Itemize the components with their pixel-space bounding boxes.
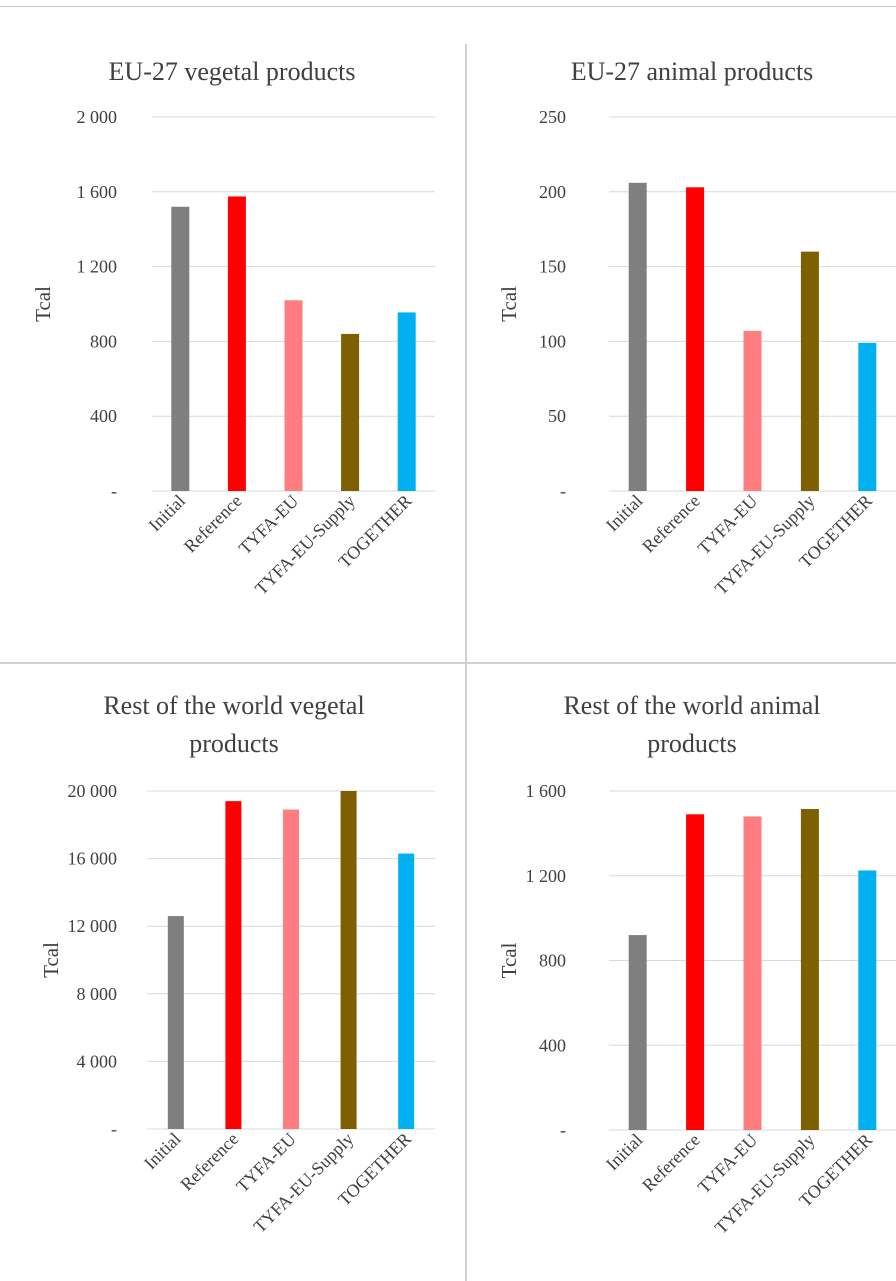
x-tick-label: Initial xyxy=(602,491,647,536)
chart-title: EU-27 animal products xyxy=(571,57,814,86)
bar-initial xyxy=(171,206,190,491)
y-tick-label: 200 xyxy=(539,182,566,202)
y-tick-label: 12 000 xyxy=(68,916,118,936)
bar-tyfa-eu-supply xyxy=(800,251,819,491)
chart-title: Rest of the world animal xyxy=(563,691,820,720)
top-rule xyxy=(0,6,896,7)
x-tick-label: Initial xyxy=(602,1130,647,1175)
y-tick-label: 400 xyxy=(539,1035,566,1055)
y-tick-label: 100 xyxy=(539,331,566,351)
bar-together xyxy=(397,312,416,491)
bar-reference xyxy=(225,801,242,1129)
bar-together xyxy=(858,342,877,491)
bar-initial xyxy=(628,935,647,1130)
x-tick-label: Reference xyxy=(638,1130,704,1196)
bar-initial xyxy=(167,916,184,1129)
x-tick-label: Initial xyxy=(145,491,190,536)
y-tick-label: 800 xyxy=(90,331,117,351)
x-tick-label: TYFA-EU-Supply xyxy=(249,1129,357,1237)
y-tick-label: 4 000 xyxy=(77,1051,118,1071)
chart-eu27-animal: EU-27 animal products - 50 100 150 200 250 Tcal… xyxy=(497,57,896,599)
y-tick-label: 8 000 xyxy=(77,984,118,1004)
bar-tyfa-eu xyxy=(743,330,762,491)
bar-tyfa-eu-supply xyxy=(340,791,357,1129)
bar-tyfa-eu xyxy=(743,816,762,1130)
bar-initial xyxy=(628,182,647,491)
bar-together xyxy=(858,870,877,1130)
y-tick-label: 20 000 xyxy=(68,781,118,801)
chart-title: products xyxy=(647,729,737,758)
y-tick-label: 16 000 xyxy=(68,849,118,869)
y-tick-label: 400 xyxy=(90,406,117,426)
bar-reference xyxy=(227,196,246,491)
chart-row-vegetal: Rest of the world vegetal products - 4 000 8… xyxy=(39,691,435,1237)
chart-title: products xyxy=(189,729,279,758)
bar-reference xyxy=(686,187,705,491)
y-tick-label: - xyxy=(111,481,117,501)
y-tick-label: - xyxy=(560,1120,566,1140)
chart-eu27-vegetal: EU-27 vegetal products - 400 800 1 200 1 600 2… xyxy=(31,57,435,599)
y-tick-label: - xyxy=(560,481,566,501)
y-tick-label: 250 xyxy=(539,107,566,127)
bar-tyfa-eu-supply xyxy=(341,333,360,491)
x-tick-label: TYFA-EU-Supply xyxy=(711,1130,819,1238)
y-axis-label: Tcal xyxy=(497,942,521,978)
y-axis-label: Tcal xyxy=(497,286,521,322)
y-tick-label: 1 200 xyxy=(526,866,567,886)
x-tick-label: Initial xyxy=(140,1129,185,1174)
chart-row-animal: Rest of the world animal products - 400 800 1… xyxy=(497,691,896,1238)
y-axis-label: Tcal xyxy=(31,286,55,322)
y-tick-label: 1 600 xyxy=(526,781,567,801)
x-tick-label: TYFA-EU-Supply xyxy=(251,491,359,599)
y-tick-label: - xyxy=(111,1119,117,1139)
bar-tyfa-eu xyxy=(284,300,303,491)
y-tick-label: 800 xyxy=(539,951,566,971)
y-tick-label: 2 000 xyxy=(77,107,118,127)
bar-together xyxy=(398,853,415,1129)
horizontal-divider xyxy=(0,662,896,664)
y-tick-label: 1 600 xyxy=(77,182,118,202)
chart-title: Rest of the world vegetal xyxy=(103,691,364,720)
x-tick-label: TYFA-EU-Supply xyxy=(711,491,819,599)
chart-title: EU-27 vegetal products xyxy=(109,57,356,86)
x-tick-label: Reference xyxy=(638,491,704,557)
bar-reference xyxy=(686,814,705,1130)
y-tick-label: 150 xyxy=(539,257,566,277)
y-axis-label: Tcal xyxy=(39,942,63,978)
x-tick-label: Reference xyxy=(177,1129,243,1195)
y-tick-label: 1 200 xyxy=(77,257,118,277)
y-tick-label: 50 xyxy=(548,406,566,426)
bar-tyfa-eu-supply xyxy=(800,809,819,1130)
bar-tyfa-eu xyxy=(283,809,299,1129)
